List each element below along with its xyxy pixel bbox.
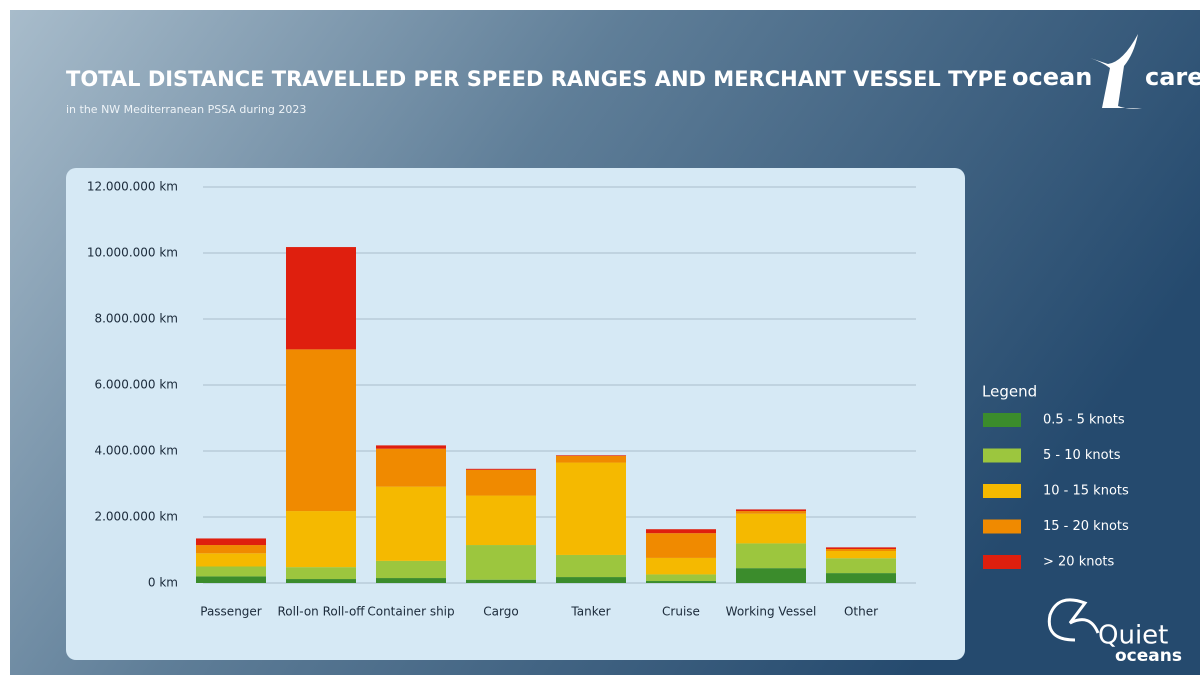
x-tick-label: Container ship [367,605,454,619]
x-tick-label: Cargo [483,605,518,619]
y-tick-label: 8.000.000 km [94,312,178,326]
bar-segment [646,581,716,583]
bar-segment [646,533,716,558]
bar-segment [646,529,716,534]
bar-segment [826,547,896,550]
y-tick-label: 0 km [148,576,178,590]
bar-segment [376,578,446,583]
bar-segment [736,509,806,512]
legend-swatch [983,448,1021,463]
bar-segment [286,247,356,350]
bar-segment [286,567,356,580]
legend-label: 15 - 20 knots [1043,519,1129,534]
bar-segment [736,568,806,583]
bar-segment [466,495,536,546]
y-tick-label: 12.000.000 km [87,180,178,194]
bar-segment [466,469,536,496]
bar-segment [196,538,266,546]
bar-segment [646,574,716,582]
logo-text: oceans [1115,646,1182,666]
legend-swatch [983,555,1021,569]
bar-segment [196,553,266,567]
bar-segment [466,579,536,583]
bar-segment [376,560,446,579]
logo-icon [1090,34,1142,109]
bar-segment [556,577,626,583]
logo-text: ocean [1012,63,1092,91]
bar-segment [286,349,356,512]
bar-segment [466,468,536,470]
bar-segment [196,545,266,554]
bar-segment [286,511,356,568]
bar-segment [646,557,716,575]
bar-segment [826,558,896,574]
logo-icon [1047,598,1100,642]
x-tick-label: Other [844,605,878,619]
legend-label: 0.5 - 5 knots [1043,413,1125,428]
bar-segment [376,445,446,449]
legend-label: 5 - 10 knots [1043,448,1121,463]
bar-segment [826,573,896,583]
bar-segment [196,566,266,577]
bar-segment [736,511,806,514]
y-tick-label: 10.000.000 km [87,246,178,260]
y-tick-label: 6.000.000 km [94,378,178,392]
x-tick-label: Cruise [662,605,700,619]
x-tick-label: Roll-on Roll-off [277,605,365,619]
bar-segment [556,462,626,555]
bar-segment [466,545,536,580]
logo-text: Quiet [1098,621,1168,651]
bar-segment [736,513,806,544]
bar-segment [196,576,266,583]
chart-title: TOTAL DISTANCE TRAVELLED PER SPEED RANGE… [66,67,1007,91]
bar-segment [556,455,626,456]
legend-label: 10 - 15 knots [1043,484,1129,499]
bar-segment [556,554,626,578]
y-tick-label: 4.000.000 km [94,444,178,458]
subtitle: in the NW Mediterranean PSSA during 2023 [66,103,306,116]
bar-segment [286,579,356,583]
legend-label: > 20 knots [1043,555,1115,570]
plot-panel [66,168,965,660]
x-tick-label: Passenger [200,605,262,619]
legend-swatch [983,519,1021,534]
logo-text: care [1145,63,1200,91]
bar-segment [736,543,806,569]
x-tick-label: Working Vessel [726,605,817,619]
y-tick-label: 2.000.000 km [94,510,178,524]
legend-title: Legend [982,383,1037,401]
x-tick-label: Tanker [570,605,610,619]
bar-segment [826,549,896,551]
bar-segment [376,486,446,561]
legend-swatch [983,484,1021,498]
bar-segment [826,550,896,559]
bar-segment [376,448,446,487]
legend-swatch [983,413,1021,427]
bar-segment [556,455,626,463]
